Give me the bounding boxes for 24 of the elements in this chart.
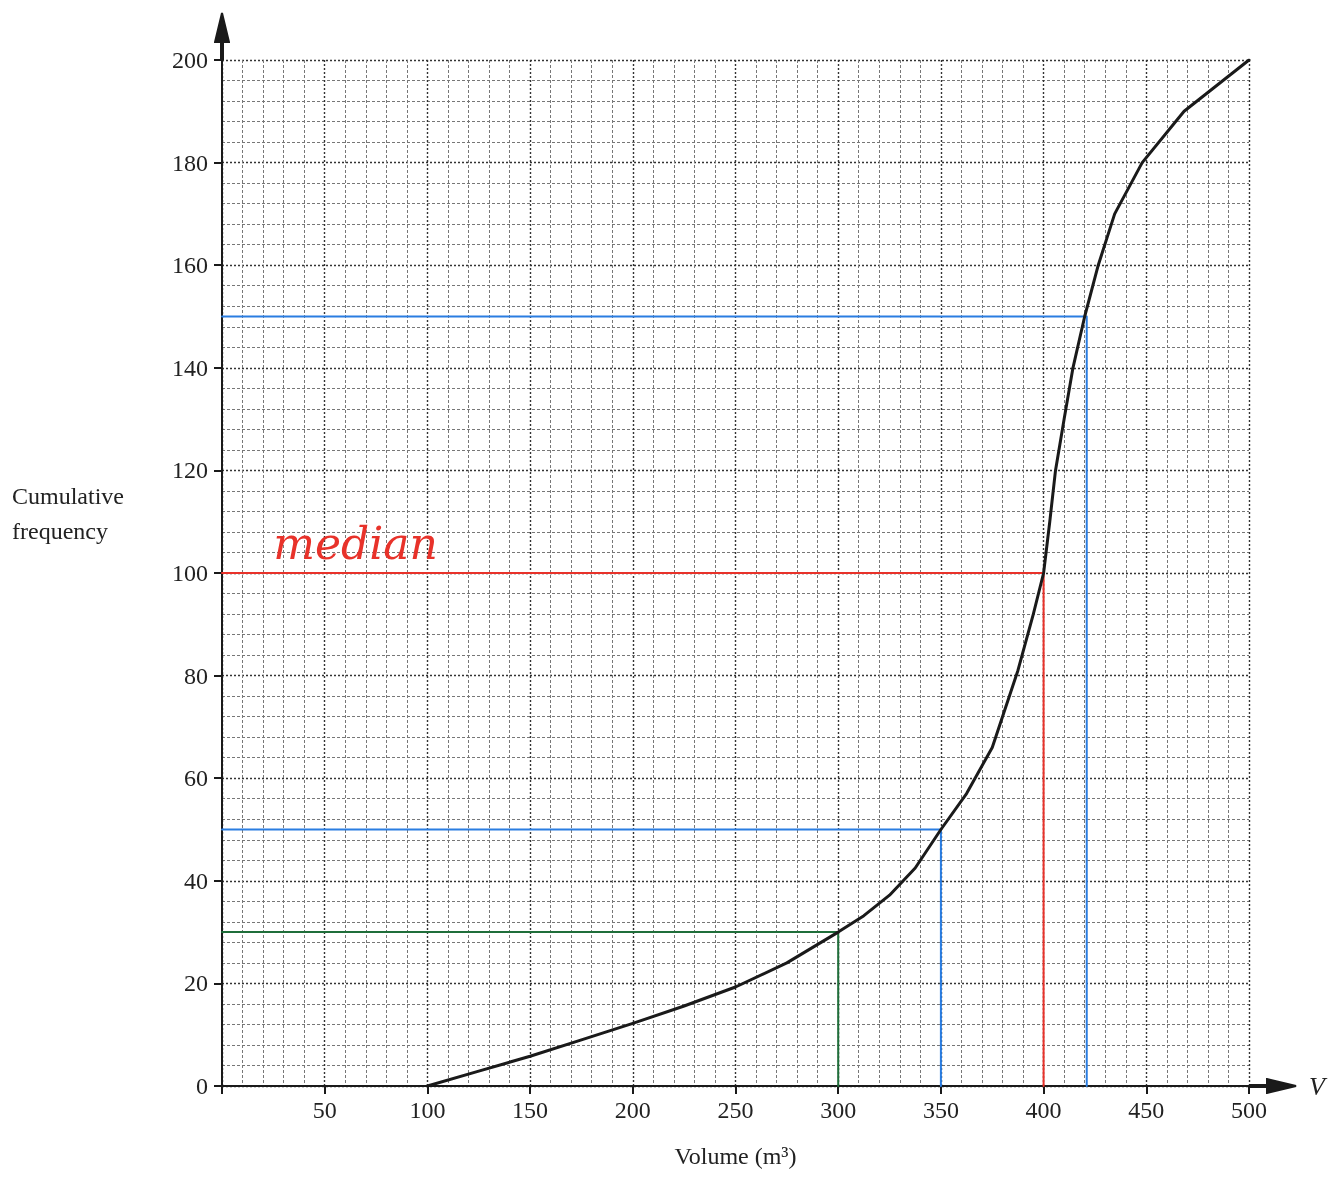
y-tick-label: 200 — [172, 47, 208, 73]
y-tick-label: 140 — [172, 354, 208, 381]
x-tick-label: 350 — [922, 1097, 959, 1123]
y-axis-title: Cumulative frequency — [12, 482, 130, 544]
x-axis-title: Volume (m³) — [674, 1143, 797, 1169]
y-tick-label: 20 — [184, 970, 208, 997]
y-tick-label: 0 — [196, 1073, 208, 1099]
text: V — [1309, 1071, 1328, 1101]
y-tick-label: 100 — [172, 560, 208, 586]
x-tick-label: 400 — [1025, 1097, 1062, 1123]
y-tick-label: 120 — [172, 457, 208, 484]
x-tick-label: 500 — [1231, 1097, 1267, 1123]
x-tick-label: 50 — [312, 1097, 337, 1123]
y-tick-label: 160 — [172, 252, 208, 279]
x-tick-label: 300 — [820, 1097, 857, 1123]
y-tick-label: 180 — [172, 149, 208, 176]
x-tick-label: 450 — [1128, 1097, 1165, 1123]
y-tick-label: 40 — [184, 867, 208, 894]
x-tick-label: 100 — [409, 1097, 446, 1123]
x-tick-label: 150 — [512, 1097, 549, 1123]
x-tick-label: 200 — [614, 1097, 651, 1123]
y-tick-label: 60 — [184, 765, 208, 792]
x-tick-label: 250 — [717, 1097, 754, 1123]
y-tick-label: 80 — [184, 662, 208, 689]
